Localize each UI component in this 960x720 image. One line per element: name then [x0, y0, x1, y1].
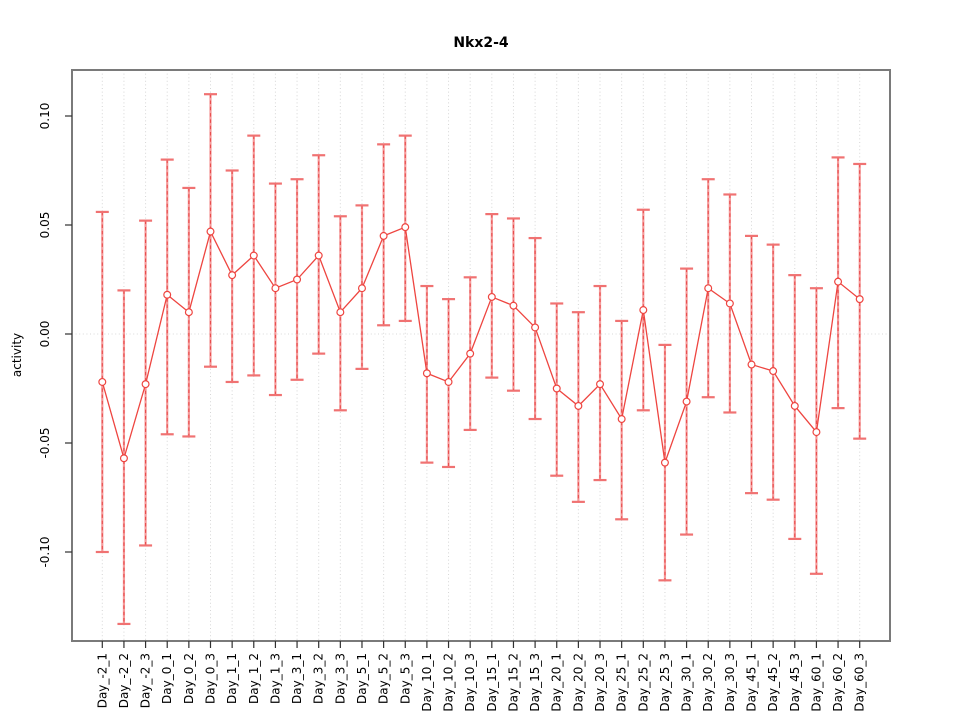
data-point — [271, 284, 280, 293]
data-point — [531, 323, 540, 332]
data-point — [812, 428, 821, 437]
y-tick-label: 0.05 — [38, 212, 52, 239]
x-tick-label: Day_60_1 — [809, 653, 823, 712]
x-tick-label: Day_5_2 — [377, 653, 391, 704]
data-point — [206, 227, 215, 236]
data-point — [184, 308, 193, 317]
x-tick-label: Day_60_2 — [831, 653, 845, 712]
x-tick-label: Day_10_1 — [420, 653, 434, 712]
plot-border — [71, 69, 891, 642]
data-point — [552, 384, 561, 393]
x-tick-label: Day_60_3 — [853, 653, 867, 712]
x-tick-label: Day_15_1 — [485, 653, 499, 712]
x-tick-label: Day_30_3 — [723, 653, 737, 712]
x-tick-label: Day_45_3 — [788, 653, 802, 712]
data-point — [401, 223, 410, 232]
data-point — [617, 415, 626, 424]
data-point — [422, 369, 431, 378]
x-tick-label: Day_15_3 — [528, 653, 542, 712]
x-tick-label: Day_25_1 — [615, 653, 629, 712]
x-tick-label: Day_3_1 — [290, 653, 304, 704]
data-point — [357, 284, 366, 293]
x-tick-label: Day_-2_1 — [95, 653, 109, 708]
x-tick-label: Day_45_2 — [766, 653, 780, 712]
x-tick-label: Day_5_3 — [398, 653, 412, 704]
x-tick-label: Day_5_1 — [355, 653, 369, 704]
data-point — [574, 401, 583, 410]
x-tick-label: Day_3_3 — [333, 653, 347, 704]
y-tick-label: 0.10 — [38, 103, 52, 130]
data-point — [336, 308, 345, 317]
x-tick-label: Day_10_3 — [463, 653, 477, 712]
data-point — [98, 377, 107, 386]
x-tick-label: Day_10_2 — [442, 653, 456, 712]
y-axis-label: activity — [10, 333, 24, 377]
plot-area: 0.10 0.05 0.00 -0.05 -0.10 Day_-2_1 Day_-2_2 Da… — [38, 69, 891, 712]
data-point — [249, 251, 258, 260]
data-point — [855, 295, 864, 304]
data-point — [119, 454, 128, 463]
x-tick-label: Day_0_3 — [203, 653, 217, 704]
data-point — [141, 380, 150, 389]
x-tick-label: Day_45_1 — [745, 653, 759, 712]
data-point — [725, 299, 734, 308]
data-point — [293, 275, 302, 284]
x-tick-label: Day_-2_3 — [139, 653, 153, 708]
data-point — [834, 277, 843, 286]
x-tick-label: Day_25_2 — [636, 653, 650, 712]
data-point — [596, 380, 605, 389]
data-point — [314, 251, 323, 260]
x-tick-label: Day_1_3 — [268, 653, 282, 704]
data-point — [747, 360, 756, 369]
data-point — [790, 401, 799, 410]
x-tick-label: Day_25_3 — [658, 653, 672, 712]
y-tick-label: -0.05 — [38, 427, 52, 458]
data-point — [228, 271, 237, 280]
x-tick-label: Day_1_2 — [247, 653, 261, 704]
data-point — [487, 292, 496, 301]
x-tick-label: Day_20_1 — [550, 653, 564, 712]
x-tick-label: Day_30_2 — [701, 653, 715, 712]
y-tick-label: -0.10 — [38, 536, 52, 567]
series-line — [101, 226, 861, 463]
data-point — [769, 367, 778, 376]
x-tick-label: Day_0_1 — [160, 653, 174, 704]
x-tick-label: Day_30_1 — [680, 653, 694, 712]
x-tick-label: Day_1_1 — [225, 653, 239, 704]
x-tick-label: Day_20_2 — [571, 653, 585, 712]
data-point — [444, 377, 453, 386]
data-point — [682, 397, 691, 406]
chart-title: Nkx2-4 — [453, 35, 509, 51]
x-tick-label: Day_20_3 — [593, 653, 607, 712]
data-point — [704, 284, 713, 293]
data-point — [509, 301, 518, 310]
y-tick-label: 0.00 — [38, 321, 52, 348]
data-point — [660, 458, 669, 467]
data-point — [163, 290, 172, 299]
data-point — [379, 231, 388, 240]
x-tick-label: Day_3_2 — [312, 653, 326, 704]
x-tick-label: Day_15_2 — [506, 653, 520, 712]
x-tick-label: Day_-2_2 — [117, 653, 131, 708]
data-point — [466, 349, 475, 358]
x-tick-label: Day_0_2 — [182, 653, 196, 704]
data-point — [639, 306, 648, 315]
